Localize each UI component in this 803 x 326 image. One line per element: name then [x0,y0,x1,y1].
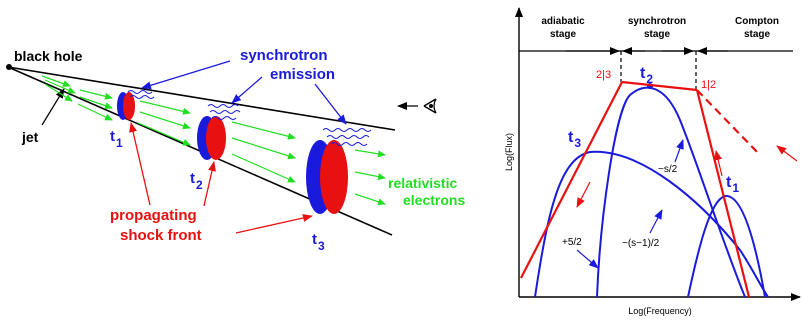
stage-adiabatic-line1: adiabatic [541,16,585,27]
envelope-plateau [621,80,698,92]
photon-wave [209,110,241,114]
spectrum-curve-t3 [534,150,769,298]
curve-label-t2: t2 [640,65,653,86]
photon-wave [322,128,372,132]
green-arrow [354,149,386,158]
photon-wave [330,142,368,146]
slope-peak-pointer [674,139,684,163]
shock-arrow-3 [235,214,313,234]
synchrotron-arrow-1 [141,60,231,90]
spectrum-diagram: Log(Flux) Log(Frequency) adiabatic stage… [504,7,801,316]
slope-peak-label: −s/2 [658,164,678,175]
time-label-t3: t3 [312,231,325,253]
y-axis-label: Log(Flux) [504,133,514,171]
slope-rise-label: +5/2 [562,237,582,248]
x-axis-label: Log(Frequency) [628,306,692,316]
shock-front-t3 [306,140,348,214]
green-arrow [139,111,191,130]
green-arrow [79,89,113,100]
photon-wave [211,116,237,120]
transition-23-label: 2|3 [596,69,611,81]
synchrotron-arrow-2 [231,76,263,104]
green-arrow [137,122,191,146]
slope-decay-label: −(s−1)/2 [622,238,660,249]
green-arrow [44,83,73,102]
green-arrow [231,153,296,183]
green-arrow [44,79,76,94]
spectral-curves [534,86,769,298]
black-hole-dot [6,64,12,70]
jet-diagram: black hole jet [6,47,465,253]
synchrotron-label-line1: synchrotron [240,47,328,64]
jet-arrow [41,88,65,126]
envelope-decay [695,89,751,298]
jet-label: jet [21,129,39,145]
green-arrow [139,100,191,115]
synchrotron-arrow-3 [314,83,347,125]
shock-front-t1 [117,92,135,120]
time-label-t1: t1 [110,128,123,150]
compton-direction-arrow [776,145,798,162]
green-arrow [354,171,386,181]
eye-icon [423,98,437,114]
electrons-label-line2: electrons [403,192,465,208]
stage-compton-line2: stage [744,29,771,40]
spectrum-curve-t1 [687,195,766,298]
shock-label-line2: shock front [120,227,202,244]
curve-label-t1: t1 [726,174,739,195]
photon-wave [326,135,370,139]
envelope-rise [520,81,623,279]
stage-synchrotron-line2: stage [644,29,671,40]
curve-label-t3: t3 [568,129,581,150]
synchrotron-photons [127,90,372,146]
green-arrow [231,121,296,140]
green-arrow [231,137,296,160]
spectrum-curve-t2 [596,86,746,298]
time-label-t2: t2 [190,170,203,192]
stage-adiabatic-line2: stage [550,29,577,40]
photon-wave [127,90,153,94]
black-hole-label: black hole [14,48,83,64]
green-arrow [354,193,386,206]
electron-flow-arrows [41,75,386,206]
photon-wave [207,104,239,108]
shock-arrow-1 [129,122,151,206]
shock-arrow-2 [203,161,216,207]
slope-rise-pointer [576,249,599,269]
shock-front-t2 [197,116,226,160]
slope-decay-pointer [649,209,663,234]
stage-compton-line1: Compton [735,16,779,27]
green-arrow [41,75,71,87]
green-arrow [79,96,113,110]
shock-label-line1: propagating [110,207,197,224]
electrons-label-line1: relativistic [388,175,457,191]
photon-wave [129,95,155,99]
stage-synchrotron-line1: synchrotron [628,16,686,27]
transition-12-label: 1|2 [701,79,716,91]
envelope-direction-arrow-2 [714,150,723,177]
green-arrow [77,103,113,121]
envelope-lines [520,80,761,298]
envelope-direction-arrow-1 [576,181,591,208]
envelope-compton-dashed [696,89,761,156]
synchrotron-label-line2: emission [270,66,335,83]
jet-cone-upper-edge [7,66,396,131]
